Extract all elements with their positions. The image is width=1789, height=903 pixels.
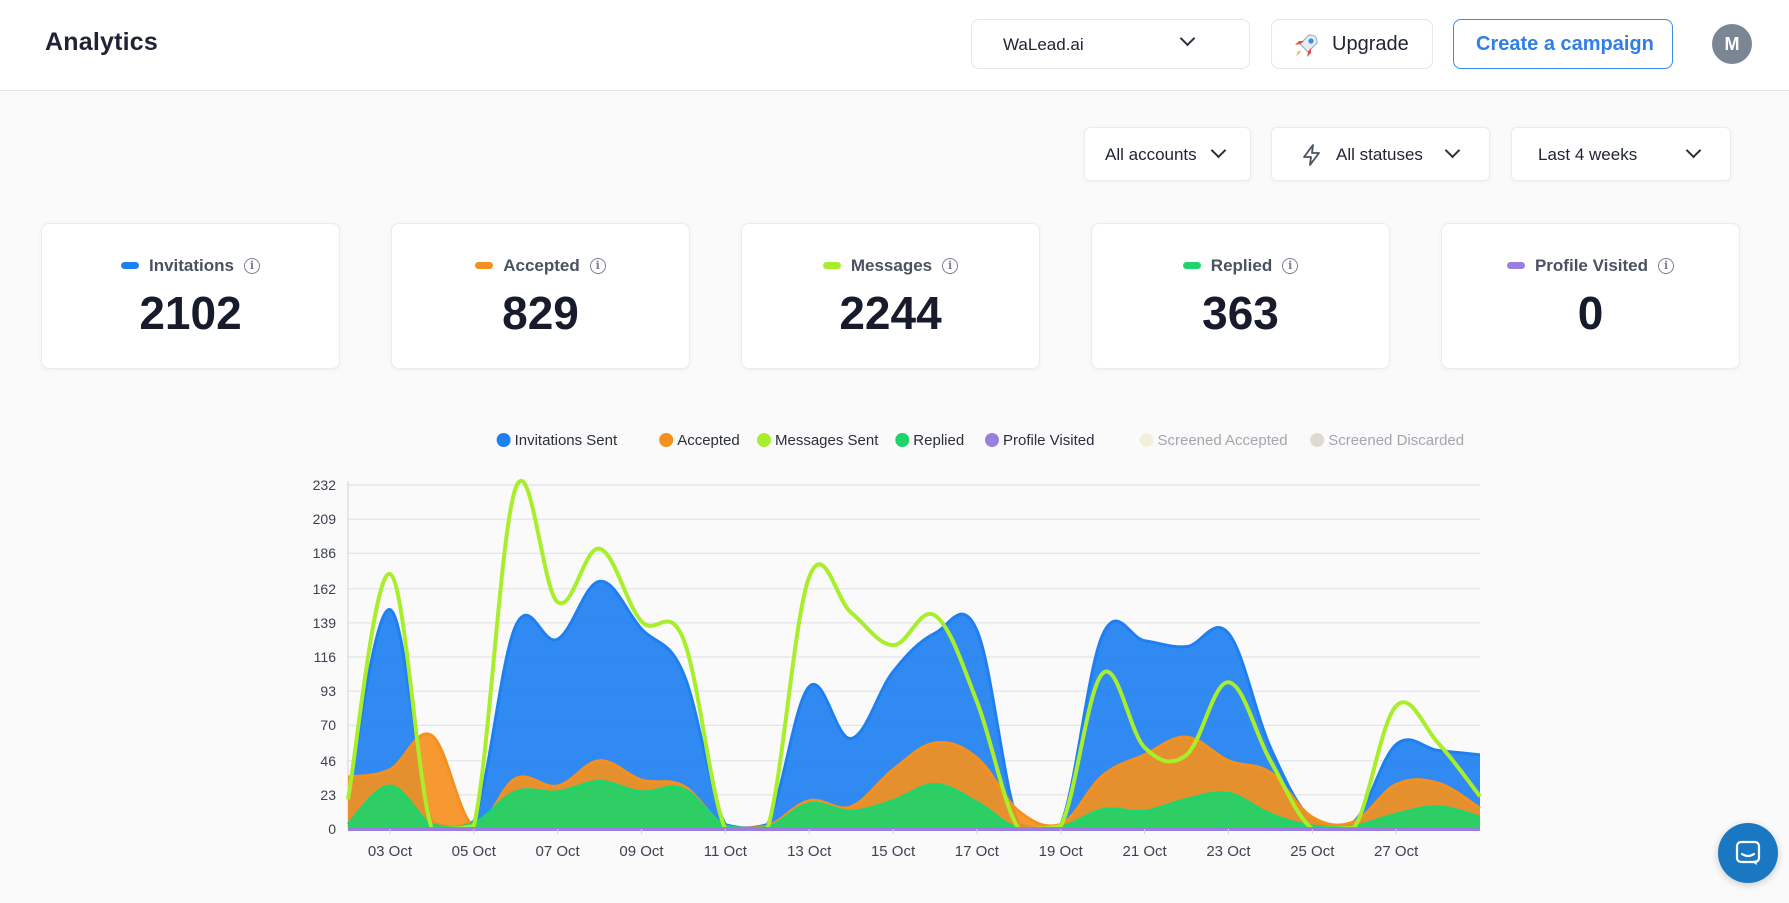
- x-tick-label: 15 Oct: [871, 843, 916, 860]
- legend-label: Messages Sent: [775, 432, 879, 449]
- y-tick-label: 0: [328, 821, 336, 837]
- stat-value: 363: [1202, 287, 1279, 339]
- chat-support-button[interactable]: [1718, 823, 1778, 883]
- invitations-pill: [120, 262, 139, 270]
- status-filter-label: All statuses: [1336, 145, 1423, 164]
- chevron-down-icon: [1210, 142, 1227, 159]
- top-bar: Analytics WaLead.ai Upgrade Create a cam…: [0, 0, 1789, 91]
- legend-label: Screened Accepted: [1158, 432, 1288, 449]
- create-campaign-label: Create a campaign: [1476, 33, 1654, 55]
- accounts-filter-label: All accounts: [1105, 145, 1197, 164]
- accounts-filter[interactable]: All accounts: [1084, 127, 1251, 181]
- stat-card-invitations: Invitations i 2102: [41, 223, 340, 369]
- avatar[interactable]: M: [1712, 24, 1752, 64]
- legend-swatch: [1310, 433, 1325, 447]
- lightning-icon: [1303, 144, 1320, 166]
- workspace-select[interactable]: WaLead.ai: [971, 19, 1250, 69]
- stat-value: 829: [502, 287, 579, 339]
- y-tick-label: 232: [313, 477, 337, 493]
- stat-card-accepted: Accepted i 829: [391, 223, 690, 369]
- legend-swatch: [757, 433, 771, 447]
- replied-area: [348, 781, 1480, 829]
- x-tick-label: 07 Oct: [536, 843, 581, 860]
- chevron-down-icon: [1444, 142, 1461, 159]
- x-tick-label: 23 Oct: [1206, 843, 1251, 860]
- chat-icon: [1735, 840, 1761, 865]
- stat-label: Invitations: [148, 256, 234, 275]
- accepted-pill: [475, 262, 494, 270]
- upgrade-button[interactable]: Upgrade: [1271, 19, 1433, 69]
- chevron-down-icon: [1179, 30, 1196, 47]
- legend-swatch: [496, 433, 511, 447]
- x-tick-label: 19 Oct: [1039, 843, 1084, 860]
- legend-swatch: [985, 433, 999, 447]
- legend-swatch: [659, 433, 674, 447]
- info-icon[interactable]: i: [1282, 257, 1299, 274]
- create-campaign-button[interactable]: Create a campaign: [1453, 19, 1673, 69]
- y-tick-label: 70: [320, 717, 336, 733]
- chevron-down-icon: [1685, 142, 1702, 159]
- y-tick-label: 209: [313, 511, 337, 527]
- info-icon[interactable]: i: [589, 257, 606, 274]
- rocket-icon: [1295, 34, 1318, 57]
- analytics-chart: 0 23 46 70 93 116 139 162 186 209 232 03 Oct 05 Oct 0…: [313, 432, 1482, 860]
- stat-label: Accepted: [503, 256, 580, 275]
- period-filter-label: Last 4 weeks: [1538, 145, 1638, 164]
- x-tick-label: 21 Oct: [1122, 843, 1167, 860]
- y-tick-label: 23: [320, 787, 336, 803]
- info-icon[interactable]: i: [942, 257, 959, 274]
- info-icon[interactable]: i: [1658, 257, 1675, 274]
- legend-swatch: [895, 433, 910, 447]
- upgrade-label: Upgrade: [1332, 33, 1409, 55]
- legend-label: Replied: [913, 432, 964, 449]
- replied-pill: [1182, 262, 1201, 270]
- invitations-sent-line: [346, 579, 1481, 830]
- y-tick-label: 186: [313, 545, 337, 561]
- workspace-select-label: WaLead.ai: [1003, 35, 1084, 54]
- y-tick-label: 162: [313, 581, 337, 597]
- x-tick-label: 11 Oct: [704, 843, 748, 860]
- messages-pill: [822, 262, 841, 270]
- x-tick-label: 09 Oct: [619, 843, 664, 860]
- stat-label: Messages: [850, 256, 933, 275]
- x-tick-label: 03 Oct: [368, 843, 413, 860]
- y-tick-label: 116: [314, 649, 337, 665]
- stat-label: Replied: [1210, 256, 1273, 275]
- y-tick-label: 93: [320, 683, 336, 699]
- stat-card-profile-visited: Profile Visited i 0: [1441, 223, 1740, 369]
- legend-label: Screened Discarded: [1328, 432, 1464, 449]
- legend-label: Invitations Sent: [515, 432, 618, 449]
- messages-sent-line: [346, 478, 1482, 831]
- period-filter[interactable]: Last 4 weeks: [1511, 127, 1731, 181]
- stat-value: 2102: [139, 287, 242, 339]
- legend-label: Profile Visited: [1003, 432, 1094, 449]
- x-tick-label: 27 Oct: [1374, 843, 1419, 860]
- page-title: Analytics: [45, 28, 158, 56]
- stat-card-replied: Replied i 363: [1091, 223, 1390, 369]
- replied-line: [346, 780, 1481, 831]
- y-tick-label: 139: [313, 615, 337, 631]
- legend-label: Accepted: [677, 432, 740, 449]
- x-tick-label: 17 Oct: [955, 843, 1000, 860]
- legend-swatch: [1139, 433, 1154, 447]
- y-tick-label: 46: [320, 753, 336, 769]
- stat-value: 2244: [839, 287, 942, 339]
- status-filter[interactable]: All statuses: [1271, 127, 1490, 181]
- x-tick-label: 25 Oct: [1290, 843, 1335, 860]
- x-tick-label: 05 Oct: [452, 843, 497, 860]
- stat-card-messages: Messages i 2244: [741, 223, 1040, 369]
- profile-visited-pill: [1506, 262, 1525, 270]
- x-tick-label: 13 Oct: [787, 843, 832, 860]
- info-icon[interactable]: i: [244, 257, 260, 274]
- stat-value: 0: [1577, 287, 1604, 339]
- stat-label: Profile Visited: [1534, 256, 1649, 275]
